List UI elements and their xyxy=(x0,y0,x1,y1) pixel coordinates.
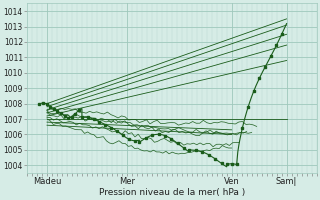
X-axis label: Pression niveau de la mer( hPa ): Pression niveau de la mer( hPa ) xyxy=(99,188,245,197)
